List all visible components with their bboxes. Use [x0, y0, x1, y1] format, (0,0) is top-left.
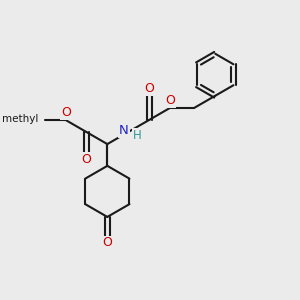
Text: O: O — [61, 106, 71, 119]
Text: O: O — [102, 236, 112, 250]
Text: O: O — [165, 94, 175, 107]
Text: N: N — [119, 124, 129, 137]
Text: methyl: methyl — [2, 114, 38, 124]
Text: O: O — [82, 153, 91, 166]
Text: O: O — [144, 82, 154, 95]
Text: H: H — [133, 129, 141, 142]
